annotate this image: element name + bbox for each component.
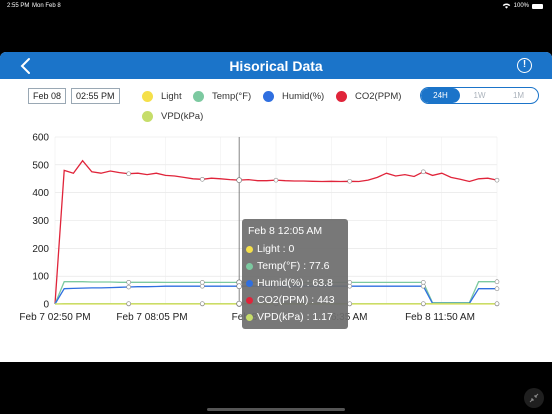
data-point xyxy=(200,283,205,289)
tooltip-row-vpd: VPD(kPa) : 1.17 xyxy=(246,311,333,323)
cursor-point xyxy=(236,283,243,290)
y-tick-label: 0 xyxy=(43,300,49,311)
data-point xyxy=(494,177,500,183)
temp-dot-icon xyxy=(193,91,204,102)
y-tick-label: 100 xyxy=(32,272,49,283)
legend-label: Temp(°F) xyxy=(212,91,252,102)
tooltip-row-temp: Temp(°F) : 77.6 xyxy=(246,260,329,272)
status-right: 100% xyxy=(502,3,543,9)
tooltip-value: CO2(PPM) : 443 xyxy=(257,294,335,306)
vpd-dot-icon xyxy=(142,111,153,122)
y-tick-label: 300 xyxy=(32,216,49,227)
humid-dot-icon xyxy=(263,91,274,102)
legend-humid[interactable]: Humid(%) xyxy=(263,91,324,102)
bottom-area xyxy=(0,362,552,414)
data-point xyxy=(494,286,500,291)
tooltip-row-light: Light : 0 xyxy=(246,243,294,255)
data-point xyxy=(126,284,131,290)
data-point xyxy=(421,283,426,289)
data-point xyxy=(421,169,426,175)
data-point xyxy=(200,280,205,285)
data-tooltip: Feb 8 12:05 AM Light : 0 Temp(°F) : 77.6… xyxy=(242,219,348,329)
x-tick-label: Feb 8 11:50 AM xyxy=(405,312,475,323)
data-point xyxy=(347,280,352,285)
legend-label: CO2(PPM) xyxy=(355,91,402,102)
data-point xyxy=(494,279,500,285)
home-indicator[interactable] xyxy=(207,408,345,411)
chevron-left-icon[interactable] xyxy=(18,57,34,75)
data-point xyxy=(200,301,205,306)
humid-swatch-icon xyxy=(246,279,253,287)
x-tick-label: Feb 7 02:50 PM xyxy=(19,312,90,323)
tooltip-value: Humid(%) : 63.8 xyxy=(257,277,333,289)
data-point xyxy=(494,301,500,306)
data-point xyxy=(421,301,426,306)
co2-dot-icon xyxy=(336,91,347,102)
tooltip-row-humid: Humid(%) : 63.8 xyxy=(246,277,333,289)
data-point xyxy=(200,177,205,182)
data-point xyxy=(126,171,131,177)
cursor-point xyxy=(236,300,243,307)
y-tick-label: 400 xyxy=(32,188,49,199)
tab-24h[interactable]: 24H xyxy=(421,88,460,103)
data-point xyxy=(126,279,131,285)
date-picker[interactable]: Feb 08 xyxy=(28,88,67,104)
status-date: Mon Feb 8 xyxy=(32,3,61,9)
data-point xyxy=(421,280,426,285)
tab-1w[interactable]: 1W xyxy=(473,91,486,100)
status-bar: 2:55 PM Mon Feb 8 100% xyxy=(0,0,552,12)
status-time: 2:55 PM xyxy=(7,3,30,9)
legend-co2[interactable]: CO2(PPM) xyxy=(336,91,401,102)
data-point xyxy=(347,178,352,184)
page-title: Hisorical Data xyxy=(229,58,323,74)
light-dot-icon xyxy=(142,91,153,102)
cursor-point xyxy=(236,177,243,183)
y-tick-label: 600 xyxy=(32,133,49,144)
temp-swatch-icon xyxy=(246,262,253,270)
y-tick-label: 500 xyxy=(32,160,49,171)
tab-1m[interactable]: 1M xyxy=(512,91,525,100)
data-point xyxy=(347,283,352,289)
collapse-icon[interactable] xyxy=(524,388,544,408)
tooltip-value: Temp(°F) : 77.6 xyxy=(257,260,330,272)
battery-icon xyxy=(532,3,543,9)
wifi-icon xyxy=(502,3,510,9)
tooltip-value: VPD(kPa) : 1.17 xyxy=(257,311,333,323)
legend-label: Humid(%) xyxy=(282,91,325,102)
battery-percent: 100% xyxy=(513,3,529,9)
legend-label: Light xyxy=(161,91,182,102)
data-point xyxy=(126,301,131,306)
range-segmented-control: 24H 1W 1M xyxy=(420,87,539,104)
legend-label: VPD(kPa) xyxy=(161,111,204,122)
y-tick-label: 200 xyxy=(32,244,49,255)
legend-vpd[interactable]: VPD(kPa) xyxy=(142,111,203,122)
data-point xyxy=(347,301,352,306)
light-swatch-icon xyxy=(246,245,253,253)
data-point xyxy=(273,177,279,183)
x-tick-label: Feb 7 08:05 PM xyxy=(116,312,187,323)
time-picker[interactable]: 02:55 PM xyxy=(71,88,120,104)
co2-swatch-icon xyxy=(246,296,253,304)
tooltip-row-co2: CO2(PPM) : 443 xyxy=(246,294,335,306)
tooltip-title: Feb 8 12:05 AM xyxy=(248,225,323,237)
legend-light[interactable]: Light xyxy=(142,91,182,102)
header-bar: Hisorical Data ! xyxy=(0,52,552,79)
info-icon[interactable]: ! xyxy=(517,58,532,73)
vpd-swatch-icon xyxy=(246,313,253,321)
tooltip-value: Light : 0 xyxy=(257,243,295,255)
legend-temp[interactable]: Temp(°F) xyxy=(193,91,251,102)
